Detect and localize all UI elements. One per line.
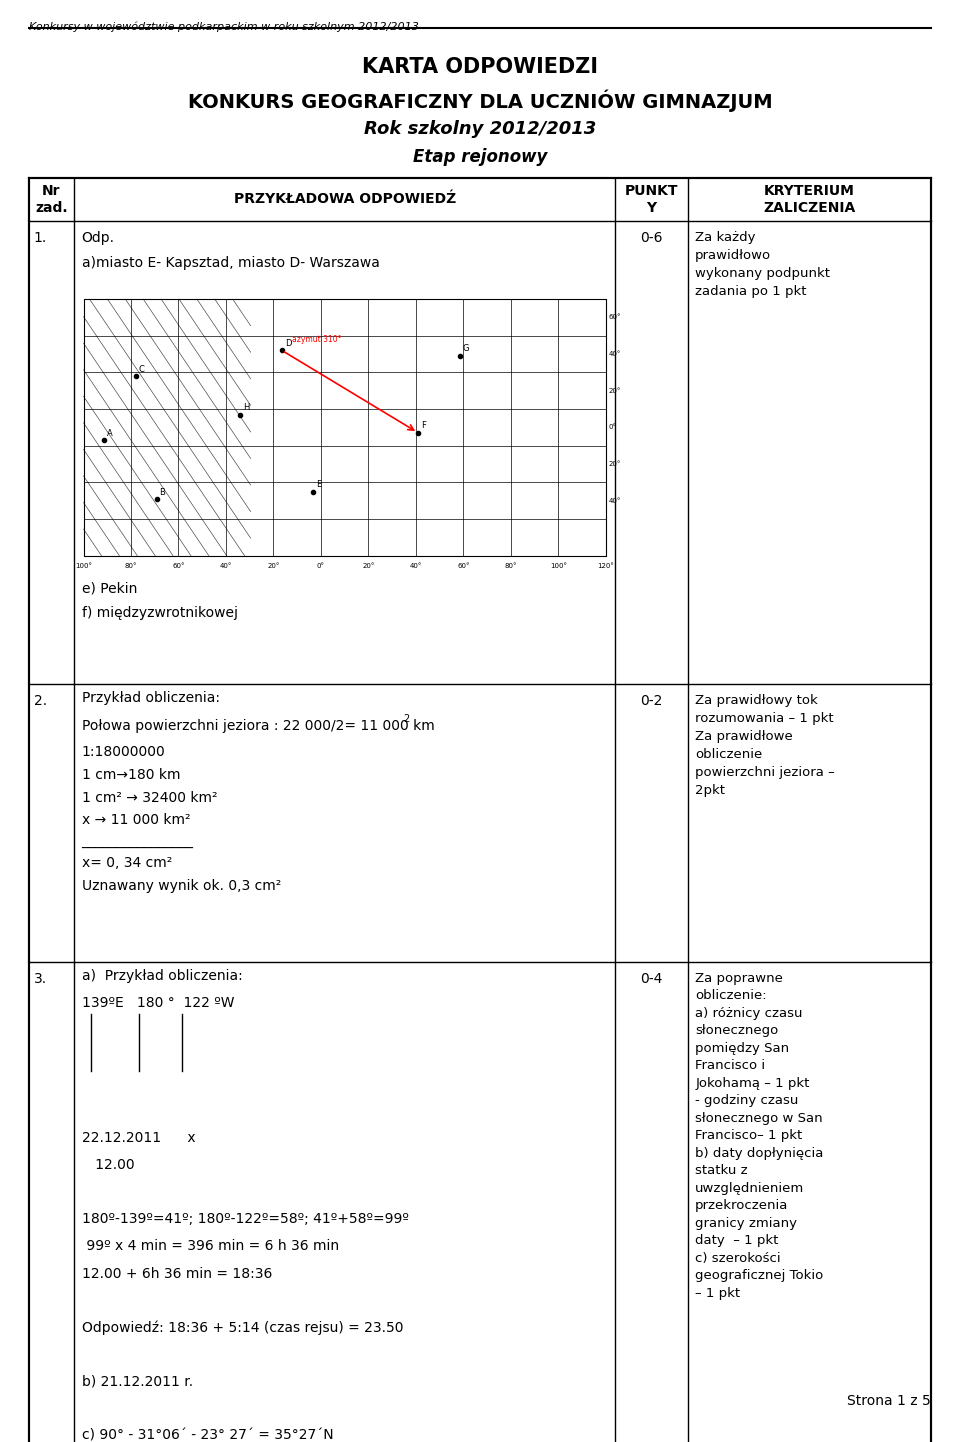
Text: 1:18000000: 1:18000000 <box>82 746 165 758</box>
Text: 120°: 120° <box>597 562 614 568</box>
Text: 40°: 40° <box>410 562 422 568</box>
Text: 20°: 20° <box>609 388 621 394</box>
Text: 40°: 40° <box>609 497 621 503</box>
Text: 1.: 1. <box>34 231 47 245</box>
Text: 2.: 2. <box>34 694 47 708</box>
Text: 60°: 60° <box>172 562 184 568</box>
Text: 60°: 60° <box>457 562 469 568</box>
Text: 2: 2 <box>403 714 410 724</box>
Text: Za każdy
prawidłowo
wykonany podpunkt
zadania po 1 pkt: Za każdy prawidłowo wykonany podpunkt za… <box>695 231 830 298</box>
Text: D: D <box>285 339 291 348</box>
Text: 20°: 20° <box>267 562 279 568</box>
Text: 3.: 3. <box>34 972 47 986</box>
Text: KARTA ODPOWIEDZI: KARTA ODPOWIEDZI <box>362 58 598 76</box>
Text: 1 cm→180 km: 1 cm→180 km <box>82 769 180 782</box>
Text: Za prawidłowy tok
rozumowania – 1 pkt
Za prawidłowe
obliczenie
powierzchni jezio: Za prawidłowy tok rozumowania – 1 pkt Za… <box>695 694 835 797</box>
Text: G: G <box>463 345 468 353</box>
Text: Przykład obliczenia:: Przykład obliczenia: <box>82 691 220 705</box>
Text: KRYTERIUM
ZALICZENIA: KRYTERIUM ZALICZENIA <box>763 185 855 215</box>
Text: Etap rejonowy: Etap rejonowy <box>413 149 547 166</box>
Text: KONKURS GEOGRAFICZNY DLA UCZNIÓW GIMNAZJUM: KONKURS GEOGRAFICZNY DLA UCZNIÓW GIMNAZJ… <box>188 89 772 112</box>
Text: Rok szkolny 2012/2013: Rok szkolny 2012/2013 <box>364 120 596 137</box>
Text: PUNKT
Y: PUNKT Y <box>625 185 678 215</box>
Text: b) 21.12.2011 r.: b) 21.12.2011 r. <box>82 1374 193 1389</box>
Text: Strona 1 z 5: Strona 1 z 5 <box>848 1393 931 1407</box>
Text: f) międzyzwrotnikowej: f) międzyzwrotnikowej <box>82 606 238 620</box>
Text: 0°: 0° <box>317 562 324 568</box>
Text: 40°: 40° <box>220 562 232 568</box>
Text: E: E <box>316 480 322 489</box>
Text: x= 0, 34 cm²: x= 0, 34 cm² <box>82 857 172 870</box>
Text: H: H <box>243 404 250 412</box>
Text: a)miasto E- Kapsztad, miasto D- Warszawa: a)miasto E- Kapsztad, miasto D- Warszawa <box>82 257 379 271</box>
Text: 0-6: 0-6 <box>640 231 662 245</box>
Text: 80°: 80° <box>505 562 517 568</box>
Text: 60°: 60° <box>609 314 621 320</box>
Text: A: A <box>108 428 113 438</box>
Text: 0-2: 0-2 <box>640 694 662 708</box>
Text: Konkursy w województwie podkarpackim w roku szkolnym 2012/2013: Konkursy w województwie podkarpackim w r… <box>29 22 419 32</box>
Text: Odp.: Odp. <box>82 231 114 245</box>
Text: 22.12.2011      x: 22.12.2011 x <box>82 1131 195 1145</box>
Text: 20°: 20° <box>609 461 621 467</box>
Text: 20°: 20° <box>362 562 374 568</box>
Text: azymut 310°: azymut 310° <box>292 335 341 345</box>
Text: 12.00: 12.00 <box>82 1158 134 1172</box>
Text: e) Pekin: e) Pekin <box>82 581 137 596</box>
Text: 0-4: 0-4 <box>640 972 662 986</box>
Text: 99º x 4 min = 396 min = 6 h 36 min: 99º x 4 min = 396 min = 6 h 36 min <box>82 1240 339 1253</box>
Text: 180º-139º=41º; 180º-122º=58º; 41º+58º=99º: 180º-139º=41º; 180º-122º=58º; 41º+58º=99… <box>82 1213 408 1226</box>
Text: PRZYKŁADOWA ODPOWIEDŹ: PRZYKŁADOWA ODPOWIEDŹ <box>233 192 456 206</box>
Text: 12.00 + 6h 36 min = 18:36: 12.00 + 6h 36 min = 18:36 <box>82 1266 272 1280</box>
Text: 80°: 80° <box>125 562 137 568</box>
Text: ________________: ________________ <box>82 835 194 849</box>
Text: x → 11 000 km²: x → 11 000 km² <box>82 813 190 828</box>
Text: Odpowiedź: 18:36 + 5:14 (czas rejsu) = 23.50: Odpowiedź: 18:36 + 5:14 (czas rejsu) = 2… <box>82 1321 403 1335</box>
Text: 100°: 100° <box>550 562 566 568</box>
Text: 1 cm² → 32400 km²: 1 cm² → 32400 km² <box>82 790 217 805</box>
Text: a)  Przykład obliczenia:: a) Przykład obliczenia: <box>82 969 242 983</box>
Bar <box>84 298 606 555</box>
Text: 139ºE   180 °  122 ºW: 139ºE 180 ° 122 ºW <box>82 996 234 1009</box>
Text: Połowa powierzchni jeziora : 22 000/2= 11 000 km: Połowa powierzchni jeziora : 22 000/2= 1… <box>82 720 434 734</box>
Text: F: F <box>420 421 425 430</box>
Text: 0°: 0° <box>609 424 616 430</box>
Text: Uznawany wynik ok. 0,3 cm²: Uznawany wynik ok. 0,3 cm² <box>82 880 281 893</box>
Text: 100°: 100° <box>75 562 92 568</box>
Text: c) 90° - 31°06´ - 23° 27´ = 35°27´N: c) 90° - 31°06´ - 23° 27´ = 35°27´N <box>82 1429 333 1442</box>
Text: B: B <box>159 487 165 497</box>
Text: 40°: 40° <box>609 352 621 358</box>
Text: Za poprawne
obliczenie:
a) różnicy czasu
słonecznego
pomiędzy San
Francisco i
Jo: Za poprawne obliczenie: a) różnicy czasu… <box>695 972 824 1299</box>
Text: Nr
zad.: Nr zad. <box>36 185 67 215</box>
Text: C: C <box>138 365 145 373</box>
